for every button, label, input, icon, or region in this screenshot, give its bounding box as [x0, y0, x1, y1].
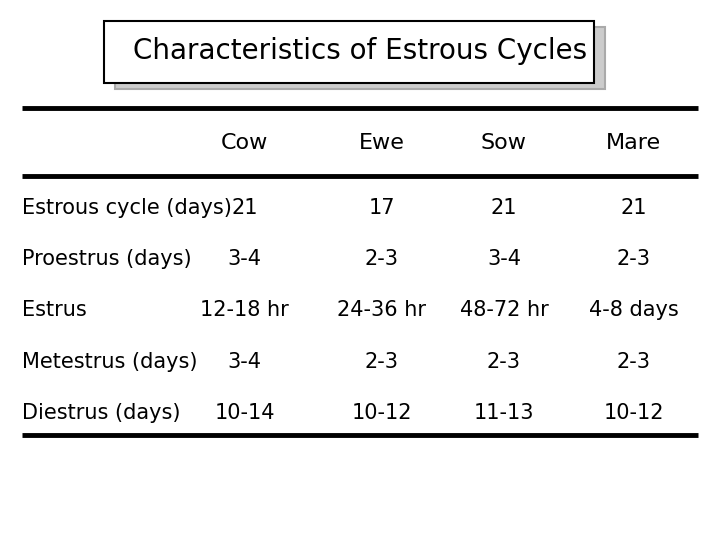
Text: 3-4: 3-4: [487, 249, 521, 269]
Text: 2-3: 2-3: [616, 352, 651, 372]
Text: Ewe: Ewe: [359, 133, 405, 153]
Text: Characteristics of Estrous Cycles: Characteristics of Estrous Cycles: [133, 37, 587, 65]
Text: 10-14: 10-14: [215, 403, 275, 423]
Text: 48-72 hr: 48-72 hr: [459, 300, 549, 321]
Text: 10-12: 10-12: [351, 403, 412, 423]
Text: 17: 17: [369, 198, 395, 218]
Text: 21: 21: [491, 198, 517, 218]
Text: 2-3: 2-3: [364, 352, 399, 372]
FancyBboxPatch shape: [115, 27, 605, 89]
Text: Sow: Sow: [481, 133, 527, 153]
Text: 2-3: 2-3: [364, 249, 399, 269]
Text: 21: 21: [232, 198, 258, 218]
Text: Cow: Cow: [221, 133, 269, 153]
FancyBboxPatch shape: [104, 21, 594, 83]
Text: Mare: Mare: [606, 133, 661, 153]
Text: 4-8 days: 4-8 days: [589, 300, 678, 321]
Text: 2-3: 2-3: [616, 249, 651, 269]
Text: 11-13: 11-13: [474, 403, 534, 423]
Text: 24-36 hr: 24-36 hr: [337, 300, 426, 321]
Text: 21: 21: [621, 198, 647, 218]
Text: Proestrus (days): Proestrus (days): [22, 249, 192, 269]
Text: Metestrus (days): Metestrus (days): [22, 352, 197, 372]
Text: Estrous cycle (days): Estrous cycle (days): [22, 198, 231, 218]
Text: 3-4: 3-4: [228, 352, 262, 372]
Text: 3-4: 3-4: [228, 249, 262, 269]
Text: Estrus: Estrus: [22, 300, 86, 321]
Text: Diestrus (days): Diestrus (days): [22, 403, 180, 423]
Text: 10-12: 10-12: [603, 403, 664, 423]
Text: 2-3: 2-3: [487, 352, 521, 372]
Text: 12-18 hr: 12-18 hr: [200, 300, 289, 321]
